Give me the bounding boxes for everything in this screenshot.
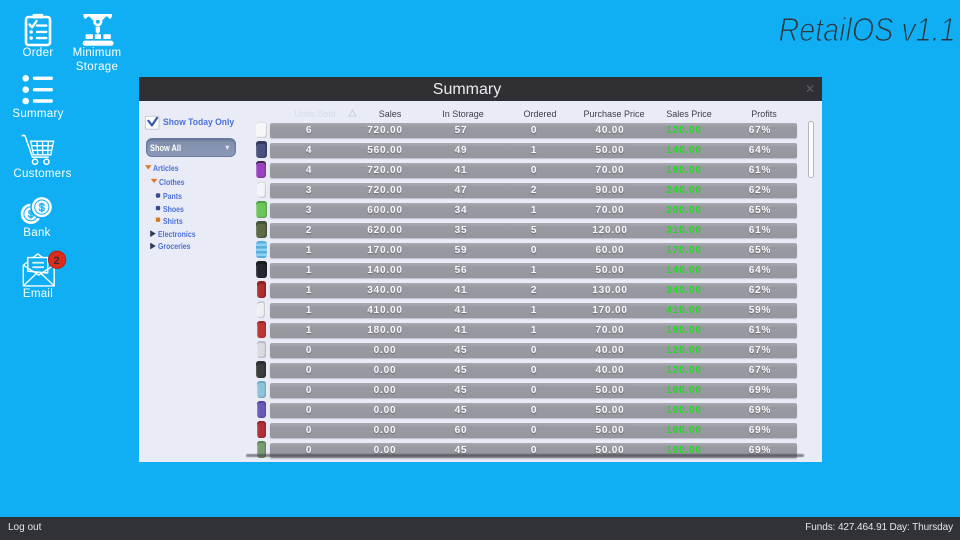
svg-text:$: $ — [28, 209, 34, 221]
svg-text:$: $ — [39, 202, 45, 214]
svg-text:2: 2 — [54, 255, 60, 267]
